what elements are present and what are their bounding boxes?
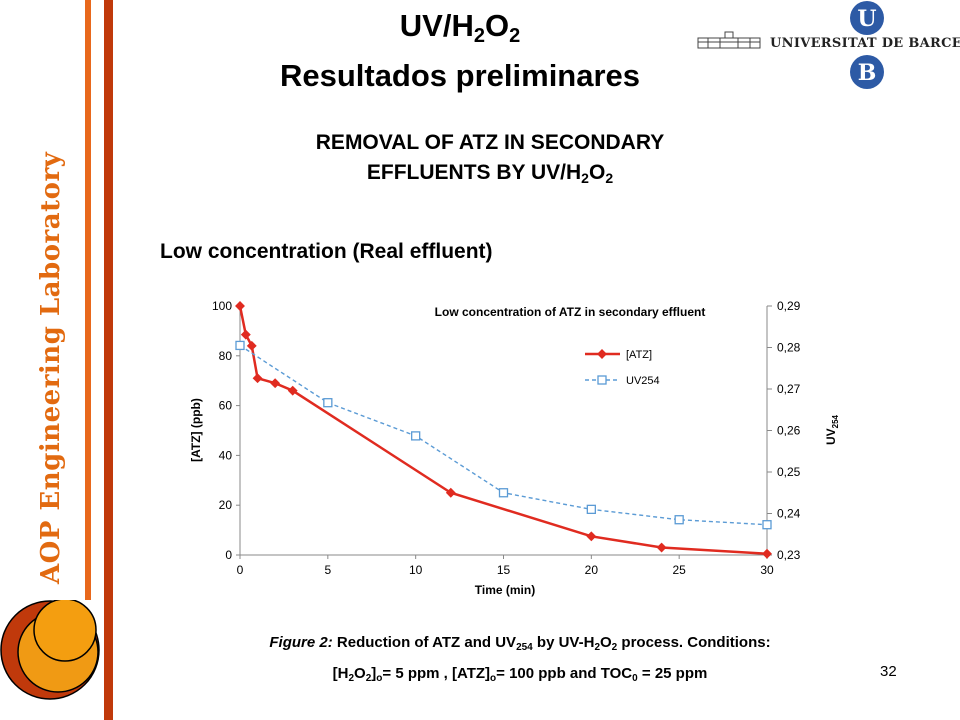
x-tick-label: 15 [497,563,511,577]
y-tick-label: 20 [219,498,233,512]
x-tick-label: 5 [324,563,331,577]
lab-name-vertical: AOP Engineering Laboratory [36,151,66,584]
atz-point [246,340,257,351]
svg-text:UV254: UV254 [824,414,840,445]
y-tick-label: 60 [219,399,233,413]
figure-caption: Figure 2: Reduction of ATZ and UV254 by … [269,634,771,684]
uv254-point [586,504,596,515]
y2-tick-label: 0,29 [777,299,801,313]
legend-atz: [ATZ] [626,349,652,361]
atz-point [252,373,263,384]
uv254-point [323,398,333,408]
chart-legend: [ATZ] UV254 [585,349,660,387]
uv254-point [411,431,421,441]
university-logo: U B [697,1,884,89]
atz-point [270,378,281,389]
logo-letter-u: U [857,6,876,32]
logo-letter-b: B [858,60,877,86]
atz-point [287,385,298,396]
y2-tick-label: 0,27 [777,382,801,396]
x-axis-label: Time (min) [475,583,535,597]
atz-point [240,329,251,340]
page-title: UV/H2O2 Resultados preliminares [279,8,641,93]
chart-title: Low concentration of ATZ in secondary ef… [435,305,706,319]
university-name: UNIVERSITAT DE BARCELONA [770,36,960,51]
slide-subtitle: REMOVAL OF ATZ IN SECONDARY EFFLUENTS BY… [315,131,665,186]
uv254-point [762,520,772,530]
atz-removal-chart: Low concentration of ATZ in secondary ef… [189,299,840,597]
y-axis-label: [ATZ] (ppb) [189,398,203,462]
series-line-1 [239,344,768,526]
y2-tick-label: 0,25 [777,465,801,479]
series-line-0 [238,305,768,556]
atz-point [586,531,597,542]
y-tick-label: 100 [212,299,232,313]
atz-point [235,301,245,311]
y2-axis-label: UV254 [824,414,840,445]
uv254-point [674,515,684,525]
y2-tick-label: 0,28 [777,341,801,355]
sidebar-red-bar [104,0,113,720]
x-tick-label: 10 [409,563,423,577]
uv254-point [498,488,509,498]
legend-uv254: UV254 [626,375,660,387]
y2-tick-label: 0,26 [777,424,801,438]
y2-tick-label: 0,23 [777,548,801,562]
y2-tick-label: 0,24 [777,507,801,521]
x-tick-label: 20 [585,563,599,577]
x-tick-label: 25 [672,563,686,577]
section-heading: Low concentration (Real effluent) [160,240,493,263]
sidebar-orange-bar [85,0,91,600]
x-tick-label: 0 [237,563,244,577]
x-tick-label: 30 [760,563,774,577]
page-number: 32 [880,663,897,680]
y-tick-label: 80 [219,349,233,363]
atz-point [656,542,667,553]
y-tick-label: 40 [219,448,233,462]
lab-logo-circles [0,600,100,700]
y-tick-label: 0 [225,548,232,562]
atz-point [762,548,772,559]
uv254-point [235,340,245,351]
